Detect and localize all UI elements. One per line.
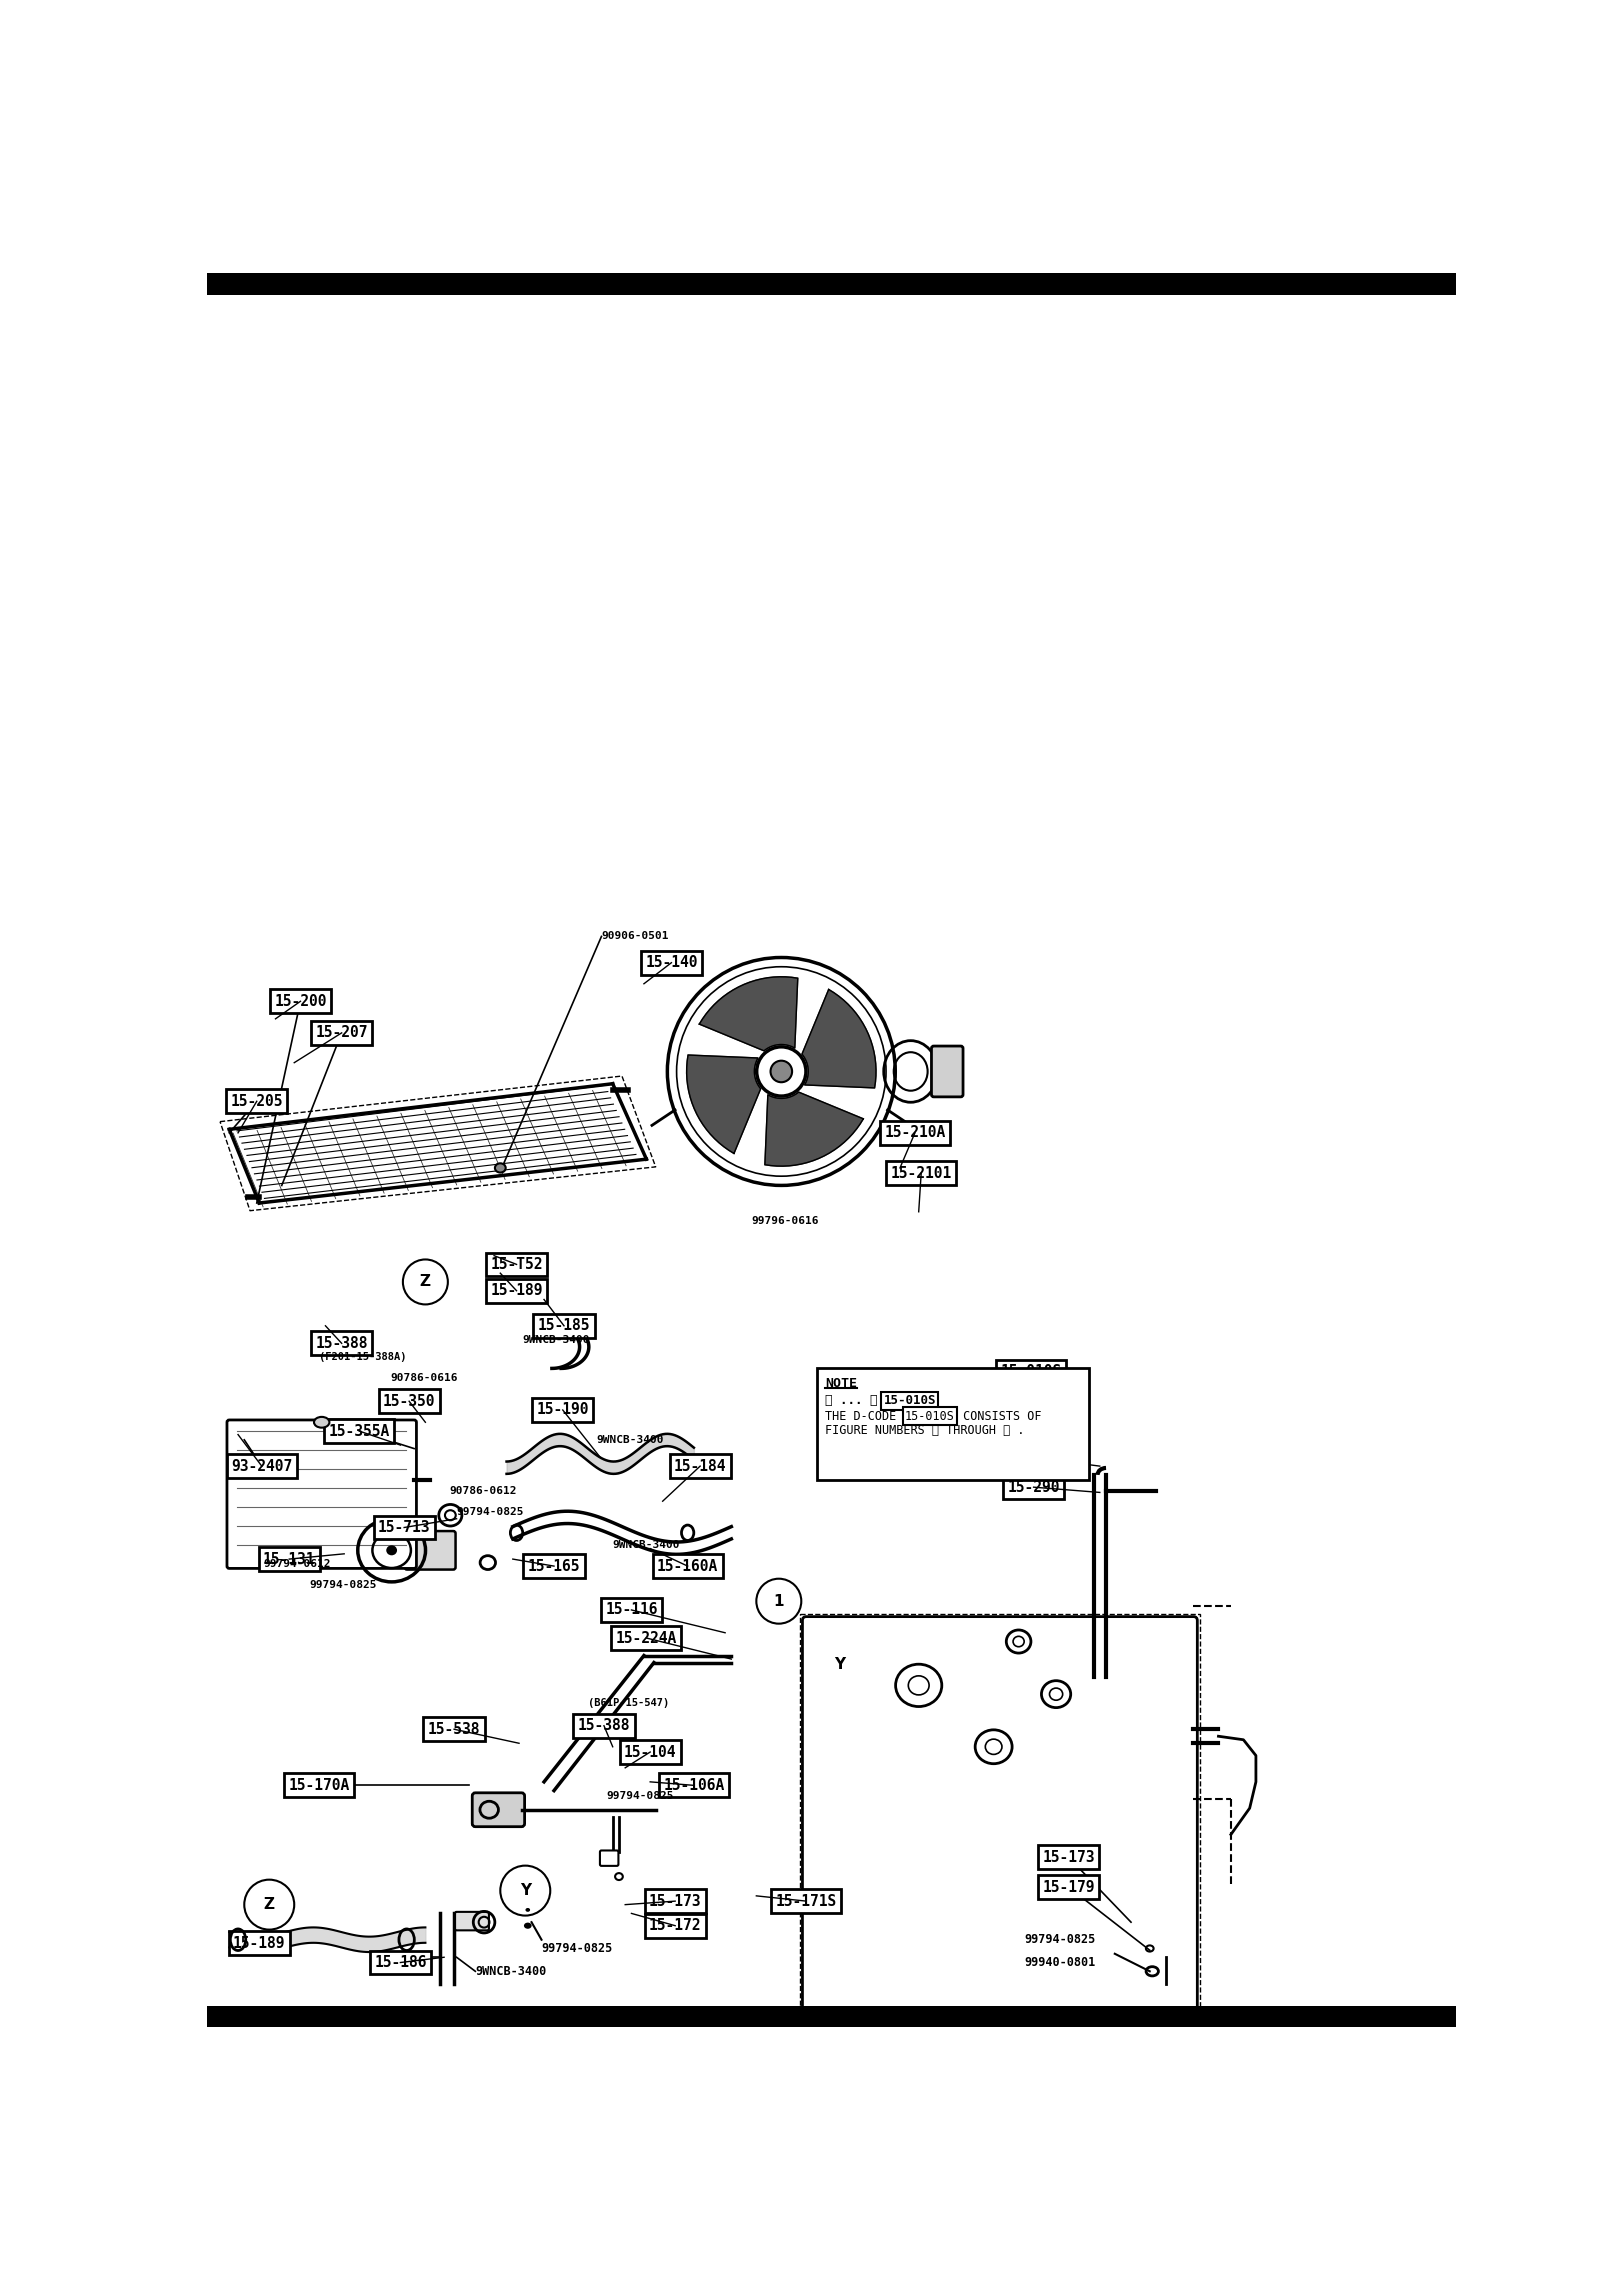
Text: 15-350: 15-350 <box>383 1394 435 1408</box>
Text: 15-165: 15-165 <box>527 1558 581 1574</box>
Text: 15-T52: 15-T52 <box>490 1257 543 1271</box>
Text: 15-140: 15-140 <box>646 954 697 970</box>
FancyBboxPatch shape <box>803 1617 1197 2037</box>
FancyBboxPatch shape <box>472 1793 524 1827</box>
Circle shape <box>770 1062 792 1082</box>
FancyBboxPatch shape <box>931 1046 963 1098</box>
Circle shape <box>757 1048 806 1096</box>
Text: 99940-0801: 99940-0801 <box>1025 1957 1096 1968</box>
Text: Y: Y <box>834 1656 845 1672</box>
Text: 15-186: 15-186 <box>375 1955 427 1970</box>
Text: (B61P-15-547): (B61P-15-547) <box>587 1697 668 1708</box>
Text: 15-189: 15-189 <box>234 1936 285 1950</box>
Ellipse shape <box>524 1923 532 1929</box>
Text: ① ... ② ⇒: ① ... ② ⇒ <box>826 1394 892 1408</box>
FancyBboxPatch shape <box>227 1419 417 1570</box>
Text: 99794-0825: 99794-0825 <box>607 1791 675 1802</box>
Text: 90786-0616: 90786-0616 <box>391 1374 457 1383</box>
Text: 15-355A: 15-355A <box>329 1424 389 1437</box>
Ellipse shape <box>315 1417 329 1428</box>
Text: 15-185: 15-185 <box>539 1319 590 1333</box>
Text: 15-010S: 15-010S <box>884 1394 936 1408</box>
Text: 15-179: 15-179 <box>1043 1879 1095 1895</box>
Polygon shape <box>766 1091 863 1166</box>
Bar <box>800 1615 1200 2039</box>
Text: 15-713: 15-713 <box>378 1519 430 1535</box>
Text: NOTE: NOTE <box>826 1378 856 1390</box>
Polygon shape <box>686 1055 761 1153</box>
Bar <box>208 2007 1457 2027</box>
Text: 15-010S: 15-010S <box>1001 1365 1062 1378</box>
Text: 15-189: 15-189 <box>490 1283 543 1298</box>
Text: FIGURE NUMBERS ① THROUGH ② .: FIGURE NUMBERS ① THROUGH ② . <box>826 1424 1025 1437</box>
Text: 15-190: 15-190 <box>537 1403 589 1417</box>
Text: 15-207: 15-207 <box>315 1025 368 1041</box>
Text: 2: 2 <box>981 1449 993 1462</box>
Text: 15-116: 15-116 <box>605 1601 657 1617</box>
Text: 9WNCB-3400: 9WNCB-3400 <box>475 1966 547 1977</box>
FancyBboxPatch shape <box>456 1911 488 1929</box>
Text: 15-2101: 15-2101 <box>890 1166 952 1180</box>
Text: 99794-0825: 99794-0825 <box>542 1941 613 1955</box>
Text: 99796-0616: 99796-0616 <box>751 1216 819 1226</box>
Text: 15-171S: 15-171S <box>775 1893 837 1909</box>
Text: 15-210A: 15-210A <box>884 1125 946 1141</box>
Text: 15-290: 15-290 <box>1007 1481 1059 1494</box>
Text: 15-173: 15-173 <box>649 1893 701 1909</box>
Text: 15-173: 15-173 <box>1043 1850 1095 1866</box>
Text: CONSISTS OF: CONSISTS OF <box>955 1410 1041 1424</box>
Text: 15-388: 15-388 <box>315 1335 368 1351</box>
Bar <box>208 273 1457 294</box>
Text: 99794-0825: 99794-0825 <box>310 1581 376 1590</box>
Text: 15-538: 15-538 <box>428 1722 480 1736</box>
Ellipse shape <box>495 1164 506 1173</box>
Text: Z: Z <box>420 1273 431 1289</box>
Text: 15-131: 15-131 <box>263 1551 316 1567</box>
Text: 99794-0825: 99794-0825 <box>1025 1934 1096 1945</box>
Text: 15-104: 15-104 <box>624 1745 676 1759</box>
Ellipse shape <box>526 1909 530 1911</box>
Text: 99794-0825: 99794-0825 <box>457 1506 524 1517</box>
Text: 93-2407: 93-2407 <box>230 1458 292 1474</box>
Text: 99794-0612: 99794-0612 <box>263 1560 331 1570</box>
Text: 90906-0501: 90906-0501 <box>602 932 668 941</box>
Text: 15-205: 15-205 <box>230 1093 282 1109</box>
Text: 15-200: 15-200 <box>274 993 326 1009</box>
Text: 1: 1 <box>774 1595 783 1608</box>
Polygon shape <box>801 989 876 1089</box>
Text: 15-160A: 15-160A <box>657 1558 719 1574</box>
Text: 15-010S: 15-010S <box>905 1410 955 1424</box>
FancyBboxPatch shape <box>406 1531 456 1570</box>
Ellipse shape <box>386 1544 397 1556</box>
FancyBboxPatch shape <box>600 1850 618 1866</box>
Text: Y: Y <box>519 1884 530 1898</box>
Text: 90786-0612: 90786-0612 <box>449 1485 516 1497</box>
Text: 15-106A: 15-106A <box>663 1777 725 1793</box>
Text: 9WNCB-3400: 9WNCB-3400 <box>597 1435 663 1444</box>
Text: 15-184: 15-184 <box>673 1458 727 1474</box>
Polygon shape <box>699 977 798 1050</box>
Text: THE D-CODE OF: THE D-CODE OF <box>826 1410 925 1424</box>
Text: 9WNCB-3400: 9WNCB-3400 <box>522 1335 590 1344</box>
Text: 15-170A: 15-170A <box>289 1777 350 1793</box>
Text: 15-224A: 15-224A <box>616 1631 676 1645</box>
Text: 15-388: 15-388 <box>577 1718 631 1734</box>
Text: 9WNCB-3400: 9WNCB-3400 <box>613 1540 680 1549</box>
Text: 15-172: 15-172 <box>649 1918 701 1934</box>
Text: Z: Z <box>264 1898 274 1911</box>
Text: 15-287: 15-287 <box>993 1449 1045 1462</box>
FancyBboxPatch shape <box>817 1369 1088 1481</box>
Text: (F201-15-388A): (F201-15-388A) <box>320 1353 407 1362</box>
